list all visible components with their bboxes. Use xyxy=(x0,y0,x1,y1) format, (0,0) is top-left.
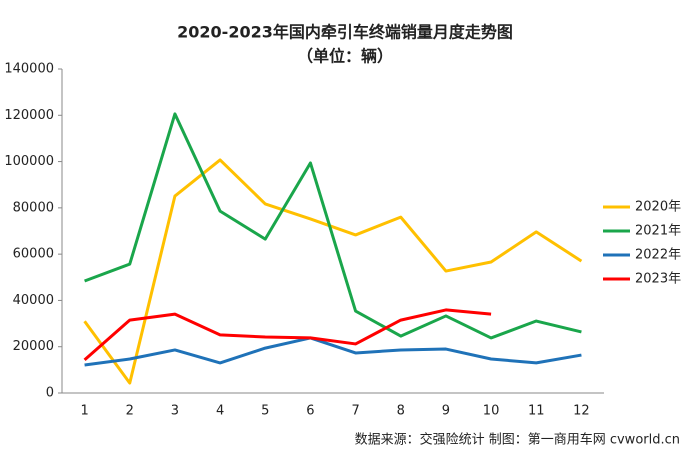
x-tick-label: 8 xyxy=(397,404,405,419)
legend-label: 2023年 xyxy=(635,272,681,287)
x-tick-label: 9 xyxy=(442,404,450,419)
y-tick-label: 60000 xyxy=(13,247,54,262)
x-tick-label: 7 xyxy=(351,404,359,419)
series-line xyxy=(83,308,492,362)
y-tick-label: 120000 xyxy=(4,108,54,123)
y-tick-label: 40000 xyxy=(13,293,54,308)
y-tick-label: 80000 xyxy=(13,200,54,215)
x-tick-label: 12 xyxy=(573,404,590,419)
legend-label: 2020年 xyxy=(635,200,681,215)
y-tick-label: 20000 xyxy=(13,339,54,354)
y-tick-label: 0 xyxy=(46,386,54,401)
x-tick-label: 4 xyxy=(216,404,224,419)
x-tick-label: 1 xyxy=(80,404,88,419)
chart-title: 2020-2023年国内牵引车终端销量月度走势图 xyxy=(177,23,513,42)
source-note: 数据来源：交强险统计 制图：第一商用车网 cvworld.cn xyxy=(355,432,680,448)
legend-label: 2021年 xyxy=(635,224,681,239)
series-line xyxy=(83,158,583,385)
x-tick-label: 6 xyxy=(306,404,314,419)
x-tick-label: 11 xyxy=(528,404,545,419)
series-line xyxy=(84,112,582,340)
chart-subtitle: （单位：辆） xyxy=(297,47,393,66)
y-tick-label: 100000 xyxy=(4,154,54,169)
x-tick-label: 5 xyxy=(261,404,269,419)
y-tick-label: 140000 xyxy=(4,62,54,77)
x-tick-label: 2 xyxy=(126,404,134,419)
x-tick-label: 10 xyxy=(483,404,500,419)
series-line xyxy=(84,336,582,367)
x-tick-label: 3 xyxy=(171,404,179,419)
legend-label: 2022年 xyxy=(635,248,681,263)
